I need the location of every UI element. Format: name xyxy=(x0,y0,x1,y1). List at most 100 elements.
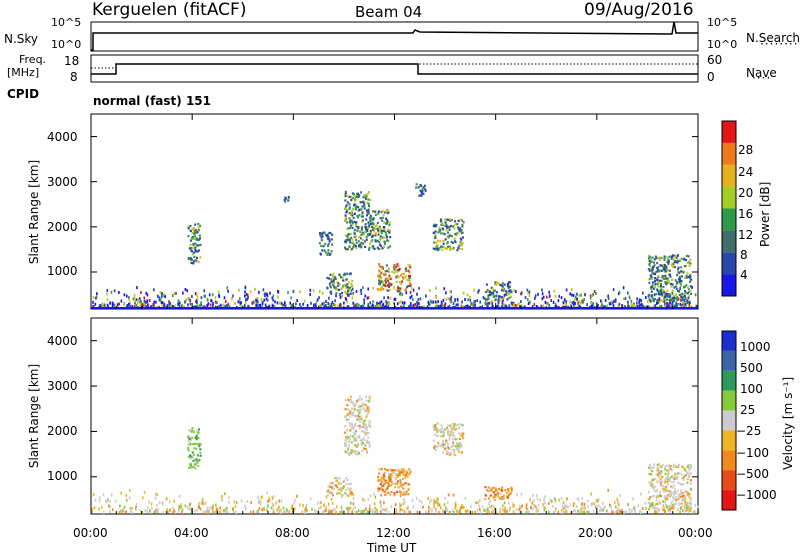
echo-cell xyxy=(659,482,662,485)
ground-scatter-cell xyxy=(510,301,513,305)
ground-scatter-cell xyxy=(305,506,307,510)
ground-scatter-cell xyxy=(542,503,544,506)
echo-cell xyxy=(367,432,370,435)
echo-cell xyxy=(356,418,359,421)
ground-scatter-cell xyxy=(178,305,181,308)
echo-cell xyxy=(400,492,403,495)
echo-cell xyxy=(192,228,195,231)
echo-cell xyxy=(450,430,453,433)
echo-cell xyxy=(350,423,353,426)
echo-cell xyxy=(502,289,505,292)
echo-cell xyxy=(283,199,286,202)
echo-cell xyxy=(187,435,190,438)
echo-cell xyxy=(683,467,686,470)
ground-scatter-cell xyxy=(334,303,337,307)
echo-cell xyxy=(420,191,423,194)
echo-cell xyxy=(659,258,661,261)
ground-scatter-cell xyxy=(633,507,636,511)
ground-scatter-cell xyxy=(152,302,154,306)
echo-cell xyxy=(665,495,668,498)
ground-scatter-cell xyxy=(478,507,481,511)
ground-scatter-cell xyxy=(501,305,503,309)
echo-cell xyxy=(199,451,202,454)
ground-scatter-cell xyxy=(180,505,182,509)
echo-cell xyxy=(397,276,400,279)
echo-cell xyxy=(401,471,404,474)
echo-cell xyxy=(194,467,197,470)
echo-cell xyxy=(187,235,190,238)
ground-scatter-cell xyxy=(616,510,619,514)
ground-scatter-cell xyxy=(466,304,469,308)
ground-scatter-cell xyxy=(350,289,353,293)
echo-cell xyxy=(396,474,399,477)
echo-cell xyxy=(647,502,650,505)
ground-scatter-cell xyxy=(512,502,514,506)
ground-scatter-cell xyxy=(683,293,686,297)
ground-scatter-cell xyxy=(395,510,398,514)
echo-cell xyxy=(655,473,658,476)
echo-cell xyxy=(359,201,362,204)
ground-scatter-cell xyxy=(681,302,684,306)
echo-cell xyxy=(328,491,331,494)
ground-scatter-cell xyxy=(401,508,403,512)
ground-scatter-cell xyxy=(670,298,672,302)
freq-line xyxy=(91,63,698,75)
echo-cell xyxy=(675,282,678,285)
echo-cell xyxy=(188,443,191,446)
echo-cell xyxy=(659,479,662,482)
echo-cell xyxy=(448,234,451,237)
echo-cell xyxy=(439,240,442,243)
echo-cell xyxy=(368,444,371,447)
ground-scatter-cell xyxy=(219,506,221,510)
echo-cell xyxy=(193,447,196,450)
ground-scatter-cell xyxy=(566,497,568,501)
echo-cell xyxy=(506,292,509,295)
ground-scatter-cell xyxy=(401,301,404,305)
echo-cell xyxy=(194,223,197,226)
ground-scatter-cell xyxy=(557,299,560,303)
ground-scatter-cell xyxy=(590,301,593,305)
echo-cell xyxy=(352,246,355,249)
echo-cell xyxy=(647,498,650,501)
ground-scatter-cell xyxy=(626,304,629,308)
echo-cell xyxy=(497,495,500,498)
echo-cell xyxy=(664,292,667,295)
ground-scatter-cell xyxy=(316,298,319,302)
ground-scatter-cell xyxy=(412,298,414,302)
echo-cell xyxy=(362,215,364,218)
power-cbar-cell xyxy=(722,121,736,143)
ground-scatter-cell xyxy=(558,498,560,502)
echo-cell xyxy=(194,436,197,439)
echo-cell xyxy=(388,267,390,270)
ground-scatter-cell xyxy=(628,508,631,511)
ground-scatter-cell xyxy=(373,492,375,496)
echo-cell xyxy=(361,228,363,231)
echo-cell xyxy=(358,411,361,415)
ground-scatter-cell xyxy=(328,510,330,514)
echo-cell xyxy=(665,283,668,286)
echo-cell xyxy=(673,294,676,297)
ground-scatter-cell xyxy=(616,507,619,511)
echo-cell xyxy=(662,485,665,488)
ground-scatter-cell xyxy=(502,508,504,512)
echo-cell xyxy=(358,194,361,197)
echo-cell xyxy=(676,465,679,468)
echo-cell xyxy=(434,433,437,436)
echo-cell xyxy=(368,424,371,427)
ground-scatter-cell xyxy=(153,510,156,514)
echo-cell xyxy=(671,283,674,286)
echo-cell xyxy=(372,218,375,221)
ground-scatter-cell xyxy=(542,304,545,308)
ground-scatter-cell xyxy=(663,508,665,512)
echo-cell xyxy=(686,262,689,265)
echo-cell xyxy=(329,290,332,293)
ground-scatter-cell xyxy=(454,506,456,510)
echo-cell xyxy=(666,293,669,296)
echo-cell xyxy=(358,436,361,439)
echo-cell xyxy=(190,247,193,250)
echo-cell xyxy=(397,269,400,272)
ground-scatter-cell xyxy=(346,300,348,304)
ground-scatter-cell xyxy=(524,305,526,309)
echo-cell xyxy=(339,283,341,286)
echo-cell xyxy=(445,439,448,442)
